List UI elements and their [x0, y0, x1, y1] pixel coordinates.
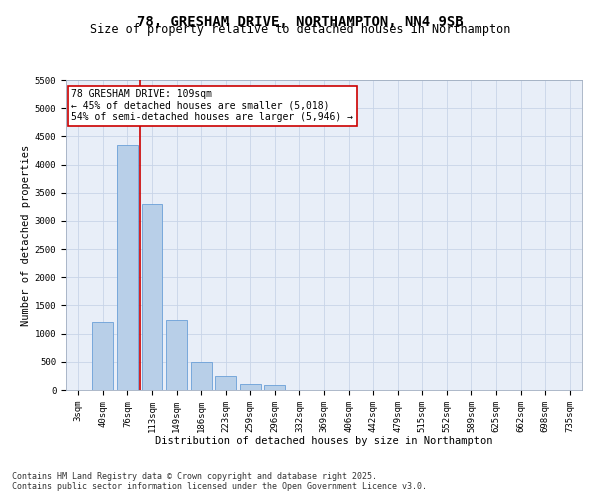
Bar [215, 376, 236, 390]
Bar [191, 362, 212, 390]
Text: Contains public sector information licensed under the Open Government Licence v3: Contains public sector information licen… [12, 482, 427, 491]
Bar [166, 320, 187, 390]
Bar [142, 204, 163, 390]
Text: 78, GRESHAM DRIVE, NORTHAMPTON, NN4 9SB: 78, GRESHAM DRIVE, NORTHAMPTON, NN4 9SB [137, 15, 463, 29]
Text: 78 GRESHAM DRIVE: 109sqm
← 45% of detached houses are smaller (5,018)
54% of sem: 78 GRESHAM DRIVE: 109sqm ← 45% of detach… [71, 90, 353, 122]
Bar [265, 385, 286, 390]
Text: Size of property relative to detached houses in Northampton: Size of property relative to detached ho… [90, 22, 510, 36]
Y-axis label: Number of detached properties: Number of detached properties [20, 144, 31, 326]
Bar [240, 384, 261, 390]
Bar [92, 322, 113, 390]
Text: Contains HM Land Registry data © Crown copyright and database right 2025.: Contains HM Land Registry data © Crown c… [12, 472, 377, 481]
Bar [117, 145, 138, 390]
X-axis label: Distribution of detached houses by size in Northampton: Distribution of detached houses by size … [155, 436, 493, 446]
